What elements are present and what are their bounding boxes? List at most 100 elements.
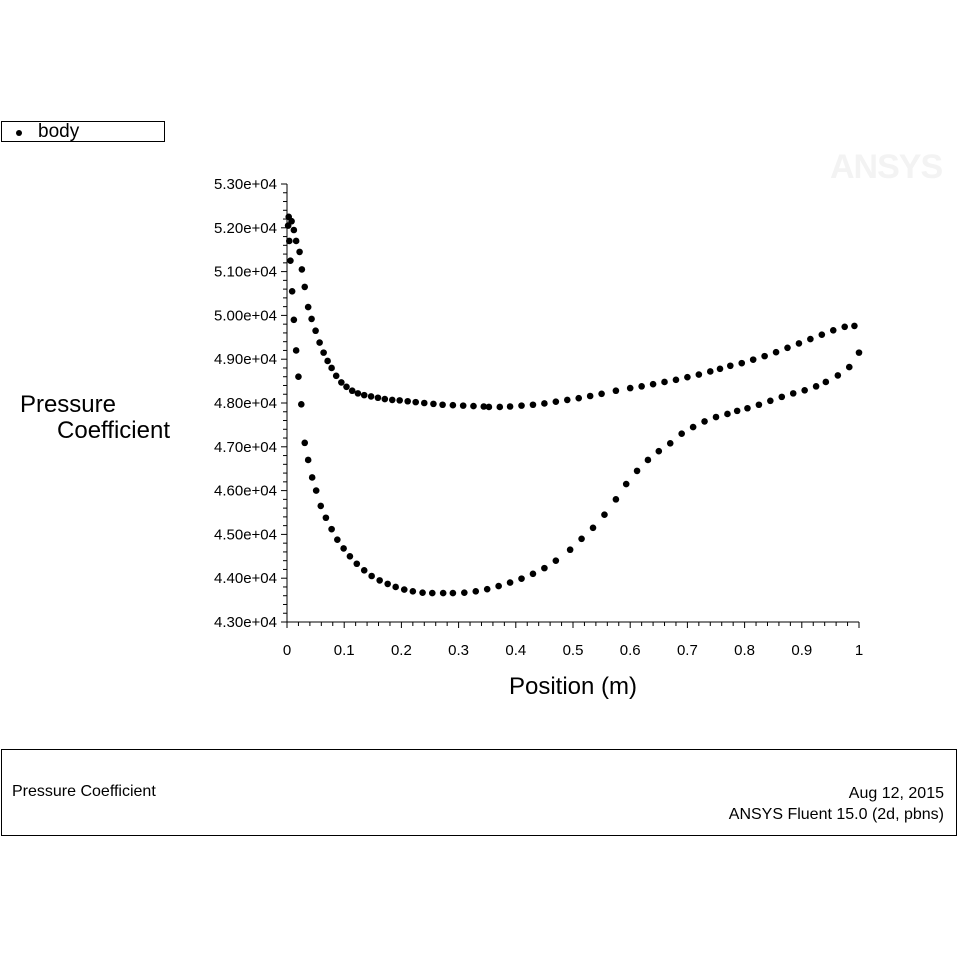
data-point-lower [506, 579, 514, 586]
x-tick-label: 1 [855, 642, 863, 659]
data-point-upper [727, 362, 734, 370]
x-tick-label: 0.3 [448, 642, 469, 659]
y-tick-label: 5.00e+04 [214, 307, 277, 324]
data-point-upper [672, 376, 680, 384]
x-tick-label: 0.5 [563, 642, 584, 659]
data-point-upper [360, 391, 368, 399]
data-point-upper [784, 344, 791, 352]
data-point-upper [586, 392, 594, 400]
data-point-lower [392, 583, 399, 591]
data-point-upper [761, 352, 768, 360]
y-tick-label: 5.30e+04 [214, 176, 277, 193]
data-point-upper [841, 323, 848, 331]
data-point-lower [518, 575, 525, 582]
data-point-lower [678, 430, 685, 437]
data-point-lower [483, 585, 491, 593]
data-point-upper [541, 400, 548, 407]
data-point-upper [332, 372, 340, 380]
data-point-lower [439, 589, 447, 597]
data-point-upper [420, 399, 428, 407]
data-point-upper [818, 331, 826, 338]
y-axis-label-line1: Pressure [20, 391, 116, 418]
data-point-upper [649, 380, 657, 388]
data-point-lower [419, 589, 426, 596]
footer-software: ANSYS Fluent 15.0 (2d, pbns) [728, 806, 944, 823]
data-point-lower [304, 456, 312, 464]
data-point-lower [298, 401, 305, 408]
data-point-lower [312, 487, 320, 494]
data-point-upper [807, 335, 814, 343]
data-point-upper [301, 283, 309, 291]
data-point-lower [612, 496, 620, 503]
data-point-lower [733, 407, 741, 415]
data-point-lower [461, 589, 468, 596]
x-tick-label: 0.4 [505, 642, 526, 659]
data-point-upper [529, 401, 537, 409]
data-point-lower [644, 456, 652, 464]
data-point-lower [541, 564, 548, 572]
data-point-upper [412, 398, 420, 406]
x-tick-label: 0.6 [620, 642, 641, 659]
data-point-upper [343, 383, 350, 391]
data-point-upper [298, 266, 306, 273]
y-tick-label: 4.90e+04 [214, 351, 277, 368]
y-tick-label: 4.40e+04 [214, 570, 277, 587]
data-point-lower [812, 383, 820, 390]
data-point-upper [328, 364, 335, 372]
x-tick-label: 0.2 [391, 642, 412, 659]
y-tick-label: 5.10e+04 [214, 264, 277, 281]
data-point-upper [695, 371, 703, 378]
data-point-upper [292, 237, 300, 245]
y-tick-label: 4.70e+04 [214, 439, 277, 456]
data-point-lower [529, 570, 537, 578]
data-point-lower [689, 423, 697, 431]
axes: 4.30e+04 4.40e+04 4.50e+04 4.60e+04 4.70e+04… [214, 176, 863, 659]
data-point-upper [626, 384, 634, 392]
data-point-lower [601, 511, 608, 518]
data-point-upper [430, 400, 437, 408]
data-point-upper [612, 387, 620, 395]
data-point-upper [552, 398, 560, 405]
data-point-lower [701, 418, 708, 425]
x-axis-label: Position (m) [509, 673, 637, 700]
data-point-upper [290, 226, 298, 234]
footer-date: Aug 12, 2015 [848, 785, 944, 802]
data-point-upper [449, 401, 457, 409]
data-point-lower [822, 378, 830, 386]
data-point-lower [472, 588, 480, 595]
footer-info-box: Pressure Coefficient Aug 12, 2015 ANSYS … [1, 749, 957, 836]
y-tick-label: 4.80e+04 [214, 395, 277, 412]
legend-marker-icon [16, 130, 22, 136]
data-point-lower [767, 397, 774, 405]
data-point-upper [563, 396, 571, 404]
data-point-upper [506, 403, 514, 410]
data-point-upper [638, 383, 645, 390]
data-point-lower [384, 580, 391, 588]
data-point-upper [439, 401, 446, 409]
y-tick-label: 4.50e+04 [214, 526, 277, 543]
data-point-lower [295, 373, 302, 381]
data-point-upper [795, 340, 803, 347]
data-point-upper [348, 387, 356, 395]
data-point-lower [376, 577, 383, 584]
data-point-upper [324, 357, 331, 365]
data-point-upper [304, 303, 312, 311]
data-point-lower [552, 557, 560, 564]
data-point-upper [312, 327, 319, 335]
data-point-lower [328, 525, 335, 533]
data-point-lower [292, 347, 300, 354]
data-point-lower [495, 582, 502, 590]
data-point-upper [388, 396, 396, 404]
data-point-upper [404, 397, 411, 405]
data-point-upper [749, 356, 757, 363]
data-point-lower [755, 401, 763, 409]
data-point-lower [360, 567, 368, 574]
data-point-upper [661, 378, 668, 386]
data-point-lower [655, 447, 663, 455]
data-point-lower [428, 589, 436, 597]
data-point-lower [834, 372, 842, 379]
data-point-lower [845, 363, 853, 371]
data-point-upper [684, 373, 691, 381]
data-point-lower [789, 390, 797, 397]
data-point-upper [772, 348, 780, 356]
